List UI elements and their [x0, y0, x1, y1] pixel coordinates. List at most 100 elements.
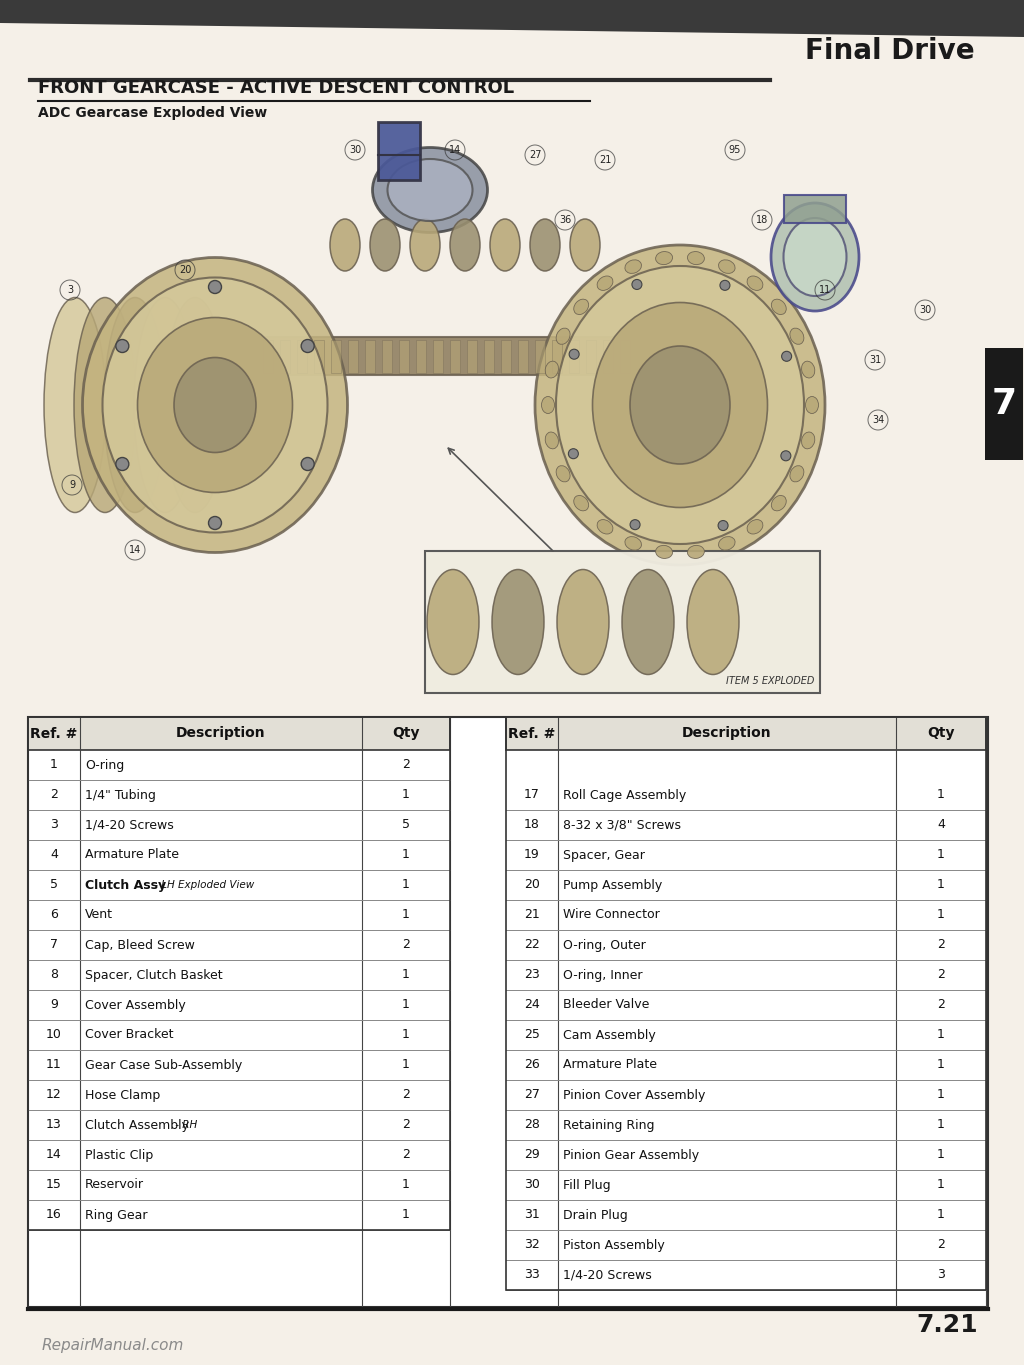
Text: 3: 3 [67, 285, 73, 295]
Bar [569, 340, 579, 373]
Text: Description: Description [682, 726, 772, 740]
Ellipse shape [597, 520, 613, 534]
Text: 23: 23 [524, 969, 540, 981]
Text: 16: 16 [46, 1208, 61, 1222]
Text: Pump Assembly: Pump Assembly [563, 879, 663, 891]
Text: 1/4-20 Screws: 1/4-20 Screws [563, 1268, 651, 1282]
Ellipse shape [687, 251, 705, 265]
Text: 9: 9 [50, 999, 58, 1011]
Bar [416, 340, 426, 373]
Ellipse shape [718, 520, 728, 531]
Text: 9: 9 [69, 480, 75, 490]
Text: 36: 36 [559, 216, 571, 225]
Bar [28, 717, 450, 749]
Text: Ref. #: Ref. # [31, 726, 78, 740]
Bar [28, 717, 450, 1230]
Text: 1: 1 [402, 969, 410, 981]
Bar [450, 340, 460, 373]
Text: 11: 11 [46, 1058, 61, 1072]
Ellipse shape [719, 259, 735, 273]
Text: 25: 25 [524, 1028, 540, 1041]
Ellipse shape [655, 251, 673, 265]
Bar [382, 340, 392, 373]
Text: 1: 1 [937, 909, 945, 921]
Text: Clutch Assy: Clutch Assy [85, 879, 166, 891]
Ellipse shape [370, 218, 400, 272]
Text: O-ring, Outer: O-ring, Outer [563, 939, 646, 951]
Bar [399, 340, 409, 373]
Bar [985, 348, 1023, 460]
Text: ITEM 5 EXPLODED: ITEM 5 EXPLODED [726, 676, 814, 687]
Bar [484, 340, 494, 373]
Ellipse shape [330, 218, 360, 272]
Text: RepairManual.com: RepairManual.com [42, 1338, 184, 1353]
Text: Spacer, Clutch Basket: Spacer, Clutch Basket [85, 969, 222, 981]
Ellipse shape [625, 536, 641, 550]
Bar [348, 340, 358, 373]
Text: 31: 31 [869, 355, 881, 364]
Text: 2: 2 [937, 1238, 945, 1252]
Ellipse shape [771, 203, 859, 311]
Text: 2: 2 [402, 1088, 410, 1102]
Ellipse shape [570, 218, 600, 272]
Ellipse shape [568, 449, 579, 459]
Text: Retaining Ring: Retaining Ring [563, 1118, 654, 1132]
Bar [297, 340, 307, 373]
Ellipse shape [301, 457, 314, 471]
Ellipse shape [790, 328, 804, 344]
Text: 14: 14 [129, 545, 141, 556]
Text: 8-32 x 3/8" Screws: 8-32 x 3/8" Screws [563, 819, 681, 831]
Ellipse shape [450, 218, 480, 272]
Ellipse shape [597, 276, 613, 291]
Text: 2: 2 [50, 789, 58, 801]
Ellipse shape [593, 303, 768, 508]
Text: 4: 4 [937, 819, 945, 831]
Ellipse shape [557, 569, 609, 674]
Ellipse shape [410, 218, 440, 272]
Bar [467, 340, 477, 373]
Ellipse shape [748, 520, 763, 534]
Ellipse shape [687, 546, 705, 558]
Bar [586, 340, 596, 373]
Ellipse shape [573, 495, 589, 511]
Text: Ring Gear: Ring Gear [85, 1208, 147, 1222]
Text: 7: 7 [50, 939, 58, 951]
Ellipse shape [387, 158, 472, 221]
Text: 24: 24 [524, 999, 540, 1011]
Ellipse shape [116, 340, 129, 352]
Bar [365, 340, 375, 373]
Text: 11: 11 [819, 285, 831, 295]
Text: 18: 18 [524, 819, 540, 831]
Text: 19: 19 [524, 849, 540, 861]
Text: 95: 95 [729, 145, 741, 156]
Text: 1: 1 [402, 909, 410, 921]
Text: 1: 1 [937, 789, 945, 801]
Bar [263, 340, 273, 373]
Text: 4: 4 [50, 849, 58, 861]
Text: 1: 1 [937, 1118, 945, 1132]
Text: 1: 1 [937, 1058, 945, 1072]
Ellipse shape [556, 465, 570, 482]
Bar [501, 340, 511, 373]
Text: Drain Plug: Drain Plug [563, 1208, 628, 1222]
Ellipse shape [720, 280, 730, 291]
Ellipse shape [556, 328, 570, 344]
Text: Hose Clamp: Hose Clamp [85, 1088, 160, 1102]
Text: 2: 2 [937, 999, 945, 1011]
Text: 1: 1 [402, 789, 410, 801]
Text: 10: 10 [46, 1028, 61, 1041]
Text: 18: 18 [756, 216, 768, 225]
Text: 1: 1 [937, 1178, 945, 1192]
Ellipse shape [569, 349, 580, 359]
Text: 5: 5 [50, 879, 58, 891]
Ellipse shape [542, 396, 555, 414]
Ellipse shape [687, 569, 739, 674]
Text: Description: Description [176, 726, 266, 740]
Text: 1: 1 [402, 849, 410, 861]
Text: 2: 2 [937, 969, 945, 981]
Text: 2: 2 [402, 1118, 410, 1132]
Bar [260, 337, 645, 375]
Ellipse shape [625, 259, 641, 273]
Ellipse shape [573, 299, 589, 314]
Text: 2: 2 [402, 939, 410, 951]
